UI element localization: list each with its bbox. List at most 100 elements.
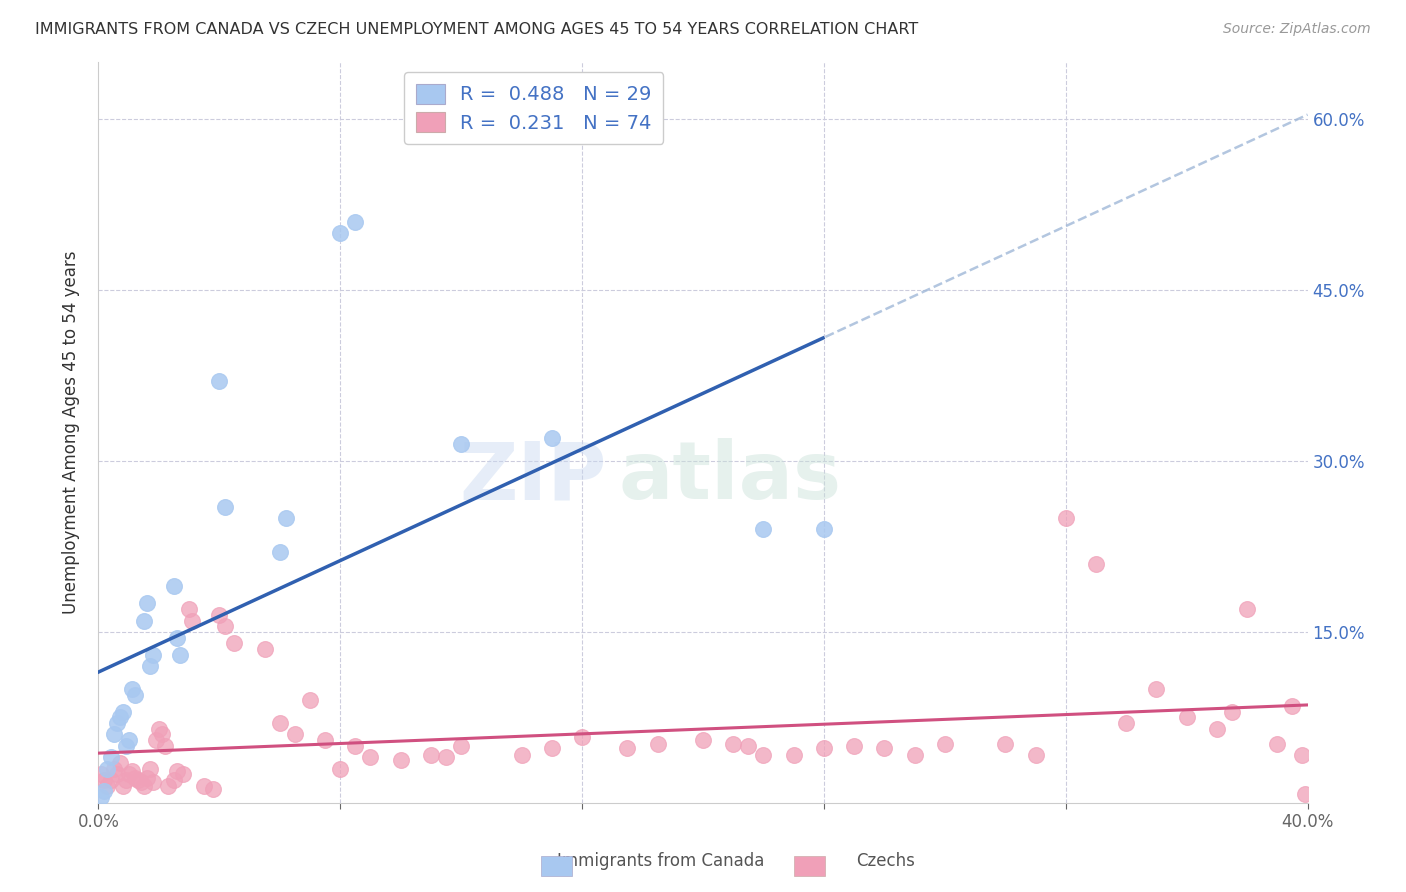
Text: ZIP: ZIP — [458, 438, 606, 516]
Point — [127, 772, 149, 787]
Point — [100, 750, 122, 764]
Point — [111, 779, 134, 793]
Point — [904, 747, 927, 762]
Point — [179, 602, 201, 616]
Point — [299, 693, 322, 707]
Point — [1144, 681, 1167, 696]
Point — [752, 523, 775, 537]
Point — [139, 762, 162, 776]
Point — [111, 705, 134, 719]
Point — [124, 771, 146, 785]
Point — [105, 767, 128, 781]
Point — [1291, 747, 1313, 762]
Point — [1294, 787, 1316, 801]
Point — [208, 375, 231, 389]
Point — [214, 500, 236, 514]
Point — [163, 772, 186, 787]
Point — [540, 741, 562, 756]
Point — [329, 227, 352, 241]
Point — [873, 741, 896, 756]
Point — [510, 747, 533, 762]
Y-axis label: Unemployment Among Ages 45 to 54 years: Unemployment Among Ages 45 to 54 years — [62, 251, 80, 615]
Point — [284, 727, 307, 741]
Point — [90, 767, 112, 781]
Point — [142, 648, 165, 662]
Point — [193, 779, 215, 793]
Point — [434, 750, 457, 764]
Point — [269, 545, 291, 559]
Point — [450, 739, 472, 753]
Point — [169, 648, 191, 662]
Point — [420, 747, 443, 762]
Text: atlas: atlas — [619, 438, 841, 516]
Point — [96, 762, 118, 776]
Point — [752, 747, 775, 762]
Point — [934, 737, 956, 751]
Point — [181, 614, 204, 628]
Text: Czechs: Czechs — [856, 852, 915, 870]
Point — [360, 750, 382, 764]
Point — [692, 733, 714, 747]
Point — [93, 784, 115, 798]
Point — [121, 764, 143, 778]
Point — [172, 767, 194, 781]
Point — [135, 597, 157, 611]
Point — [108, 756, 131, 770]
Point — [150, 727, 173, 741]
Point — [783, 747, 806, 762]
Point — [647, 737, 669, 751]
Point — [253, 642, 276, 657]
Point — [571, 730, 593, 744]
Text: Immigrants from Canada: Immigrants from Canada — [557, 852, 765, 870]
Point — [103, 762, 125, 776]
Point — [135, 771, 157, 785]
Point — [148, 722, 170, 736]
Point — [90, 790, 112, 805]
Point — [813, 741, 835, 756]
Point — [132, 779, 155, 793]
Point — [1115, 716, 1137, 731]
Point — [314, 733, 336, 747]
Text: Source: ZipAtlas.com: Source: ZipAtlas.com — [1223, 22, 1371, 37]
Point — [723, 737, 745, 751]
Point — [1220, 705, 1243, 719]
Point — [1267, 737, 1289, 751]
Point — [142, 775, 165, 789]
Point — [139, 659, 162, 673]
Point — [114, 739, 136, 753]
Point — [124, 688, 146, 702]
Point — [329, 762, 352, 776]
Point — [1175, 710, 1198, 724]
Point — [208, 607, 231, 622]
Point — [145, 733, 167, 747]
Point — [202, 782, 225, 797]
Point — [450, 437, 472, 451]
Point — [132, 614, 155, 628]
Point — [96, 779, 118, 793]
Point — [1206, 722, 1229, 736]
Point — [844, 739, 866, 753]
Point — [737, 739, 759, 753]
Point — [93, 772, 115, 787]
Point — [1024, 747, 1046, 762]
Point — [389, 752, 412, 766]
Point — [118, 767, 141, 781]
Point — [616, 741, 638, 756]
Point — [166, 631, 188, 645]
Point — [224, 636, 246, 650]
Point — [166, 764, 188, 778]
Point — [274, 511, 297, 525]
Legend: R =  0.488   N = 29, R =  0.231   N = 74: R = 0.488 N = 29, R = 0.231 N = 74 — [404, 72, 664, 145]
Point — [129, 775, 152, 789]
Point — [813, 523, 835, 537]
Point — [540, 431, 562, 445]
Point — [121, 681, 143, 696]
Point — [156, 779, 179, 793]
Point — [118, 733, 141, 747]
Point — [269, 716, 291, 731]
Point — [344, 739, 367, 753]
Point — [1085, 557, 1108, 571]
Point — [994, 737, 1017, 751]
Point — [103, 727, 125, 741]
Point — [108, 710, 131, 724]
